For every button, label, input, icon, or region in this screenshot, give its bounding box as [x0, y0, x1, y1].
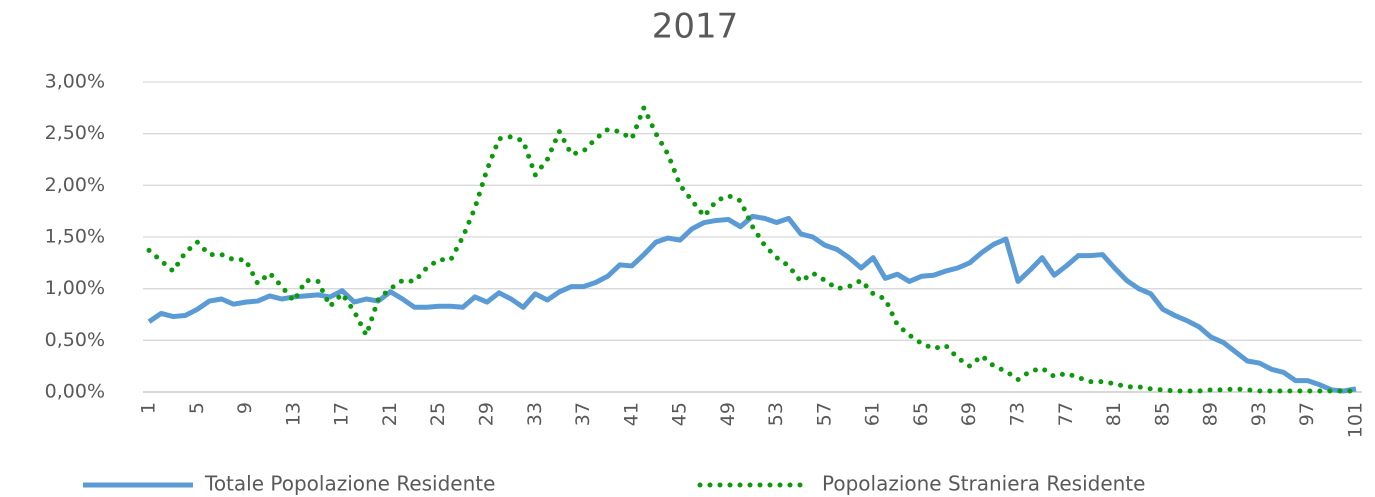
data-line: [146, 101, 1359, 394]
x-tick-label: 69: [958, 402, 980, 426]
x-tick-label: 29: [475, 402, 497, 426]
x-tick-label: 9: [234, 402, 256, 414]
y-tick-label: 2,50%: [45, 122, 105, 144]
x-tick-label: 89: [1200, 402, 1222, 426]
x-tick-label: 73: [1007, 402, 1029, 426]
x-tick-label: 25: [427, 402, 449, 426]
x-tick-label: 53: [765, 402, 787, 426]
x-tick-label: 81: [1103, 402, 1125, 426]
x-tick-label: 1: [138, 402, 160, 414]
y-tick-label: 3,00%: [45, 71, 105, 93]
y-tick-label: 2,00%: [45, 174, 105, 196]
data-line: [147, 213, 1357, 394]
x-tick-label: 45: [669, 402, 691, 426]
x-tick-label: 49: [717, 402, 739, 426]
x-tick-label: 57: [813, 402, 835, 426]
legend-label: Totale Popolazione Residente: [204, 472, 495, 496]
y-tick-label: 0,50%: [45, 329, 105, 351]
x-tick-label: 77: [1055, 402, 1077, 426]
x-tick-label: 93: [1248, 402, 1270, 426]
y-tick-label: 0,00%: [45, 381, 105, 403]
x-tick-label: 21: [379, 402, 401, 426]
chart-title: 2017: [652, 7, 739, 47]
legend-label: Popolazione Straniera Residente: [822, 472, 1145, 496]
x-tick-label: 33: [524, 402, 546, 426]
x-tick-label: 65: [910, 402, 932, 426]
x-tick-label: 61: [862, 402, 884, 426]
x-tick-label: 37: [572, 402, 594, 426]
x-tick-label: 17: [331, 402, 353, 426]
x-tick-label: 13: [282, 402, 304, 426]
x-tick-label: 101: [1344, 402, 1366, 438]
x-tick-label: 85: [1151, 402, 1173, 426]
y-tick-label: 1,50%: [45, 226, 105, 248]
x-tick-label: 5: [186, 402, 208, 414]
x-tick-label: 41: [620, 402, 642, 426]
y-tick-label: 1,00%: [45, 277, 105, 299]
x-tick-label: 97: [1296, 402, 1318, 426]
